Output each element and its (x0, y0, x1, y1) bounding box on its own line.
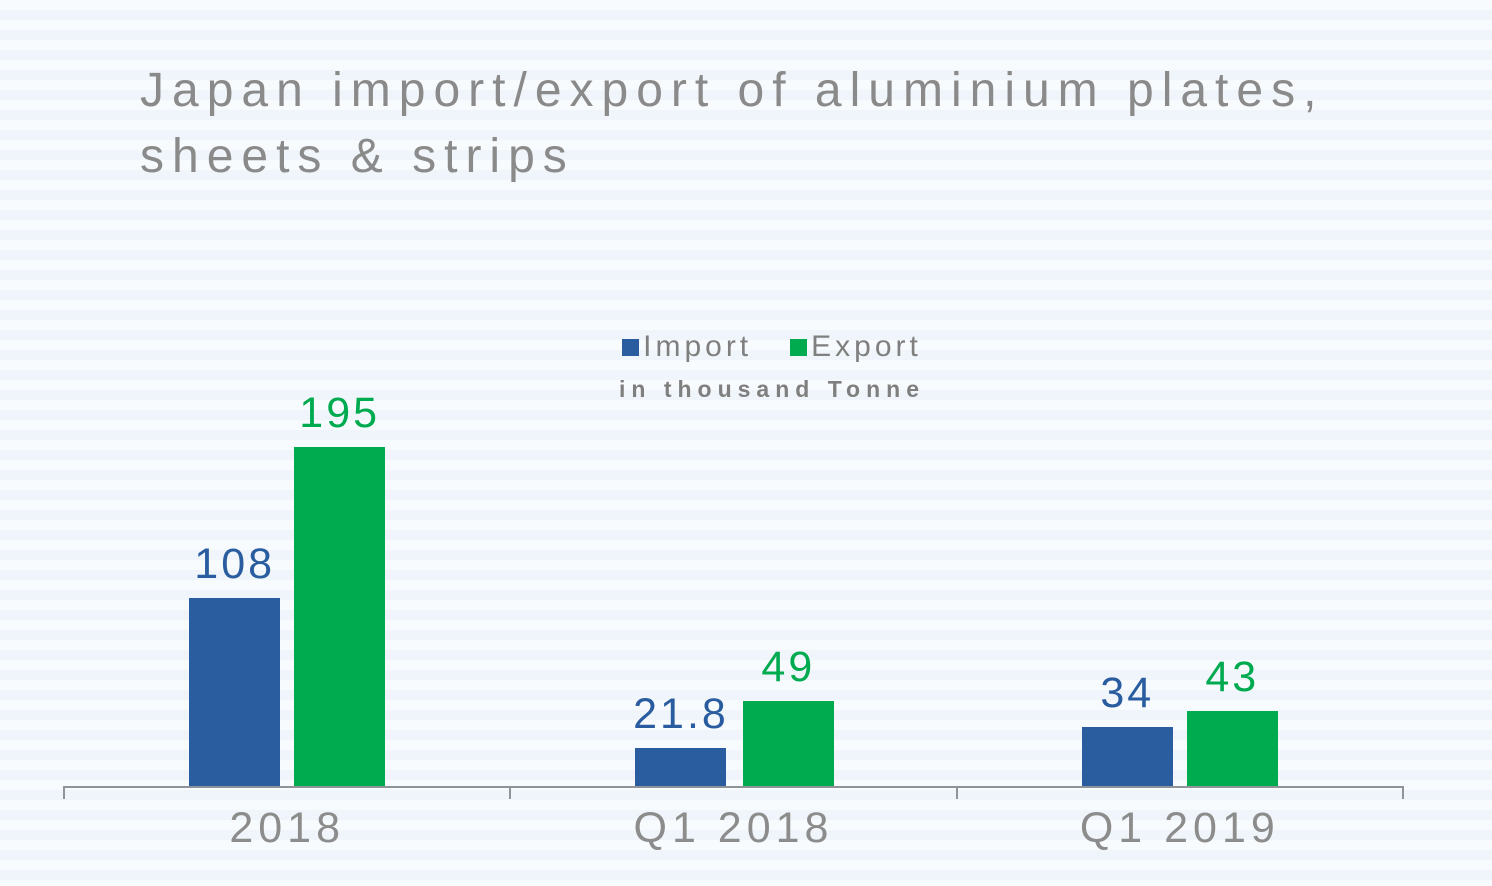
bar-import-2018 (189, 598, 281, 786)
bar-value-label: 43 (1205, 653, 1260, 701)
bar-import-q1-2018 (635, 748, 727, 786)
legend-label-export: Export (811, 330, 922, 363)
bar-value-label: 108 (194, 540, 276, 588)
bar-column-export: 43 (1186, 653, 1278, 786)
axis-tick (63, 786, 65, 799)
bar-export-2018 (294, 447, 386, 786)
category-label: Q1 2018 (633, 804, 834, 852)
import-legend-marker-icon (622, 338, 640, 356)
bar-group-q1-2018: 21.8 49 (510, 420, 956, 786)
legend-item-import: Import (622, 330, 752, 364)
axis-tick (1402, 786, 1404, 799)
bar-column-import: 34 (1081, 669, 1173, 786)
category-axis: 2018 Q1 2018 Q1 2019 (64, 804, 1403, 853)
bar-group-q1-2019: 34 43 (957, 420, 1403, 786)
legend: Import Export (602, 330, 942, 364)
bar-column-export: 195 (294, 389, 386, 786)
bar-value-label: 195 (299, 389, 381, 437)
bar-export-q1-2019 (1186, 711, 1278, 786)
axis-tick (955, 786, 958, 799)
chart-title: Japan import/export of aluminium plates,… (140, 64, 1325, 183)
axis-tick (509, 786, 512, 799)
legend-block: Import Export in thousand Tonne (602, 330, 942, 403)
legend-item-export: Export (790, 330, 922, 364)
category-label: Q1 2019 (1079, 804, 1280, 852)
category-label: 2018 (229, 804, 345, 852)
plot-area: 108 195 21.8 49 34 43 (63, 392, 1404, 799)
export-legend-marker-icon (790, 338, 808, 356)
bar-value-label: 21.8 (633, 690, 729, 738)
bar-value-label: 49 (761, 643, 816, 691)
bar-export-q1-2018 (742, 701, 834, 786)
bar-value-label: 34 (1100, 669, 1155, 717)
units-label: in thousand Tonne (619, 376, 925, 402)
bar-import-q1-2019 (1081, 727, 1173, 786)
legend-label-import: Import (643, 330, 753, 363)
bar-group-2018: 108 195 (64, 392, 510, 786)
bar-column-import: 108 (189, 540, 281, 786)
bar-column-export: 49 (742, 643, 834, 786)
bar-column-import: 21.8 (633, 693, 729, 786)
